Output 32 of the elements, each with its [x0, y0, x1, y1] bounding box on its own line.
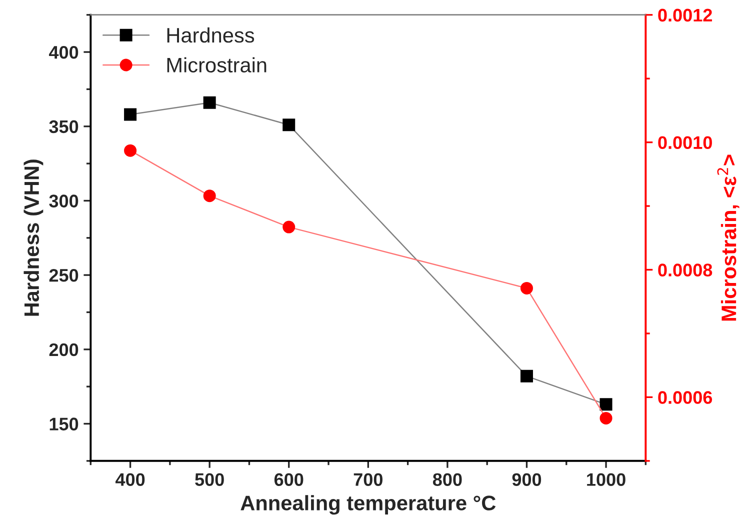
x-tick-label: 900 [512, 473, 542, 486]
x-tick-label: 400 [116, 473, 145, 486]
point [520, 282, 533, 294]
y-tick-label: 150 [50, 418, 78, 430]
point [203, 96, 216, 109]
point [282, 118, 296, 132]
y2-axis-title: Microstrain, <ε$^{2}$> [717, 154, 740, 321]
y-tick-label: 300 [49, 194, 78, 208]
x-tick-label: 800 [432, 473, 462, 486]
x-axis-title: Annealing temperature °C [240, 495, 496, 515]
x-tick-label: 700 [354, 473, 382, 486]
y-tick-label: 400 [48, 46, 78, 59]
point [600, 412, 612, 424]
point [520, 370, 533, 382]
y-tick-label: 350 [49, 120, 78, 134]
y2-tick-label: 0.0012 [658, 8, 712, 22]
y-axis-title: Hardness (VHN) [24, 160, 44, 316]
point [124, 108, 137, 121]
point [124, 144, 137, 157]
y-tick-label: 250 [49, 268, 78, 282]
y2-tick-label: 0.0006 [658, 391, 712, 404]
point [600, 398, 612, 411]
x-tick-label: 500 [195, 473, 224, 486]
y-tick-label: 200 [49, 343, 78, 356]
y2-tick-label: 0.0008 [658, 264, 712, 276]
legend-label: Hardness [167, 27, 254, 43]
y2-tick-label: 0.0010 [658, 136, 712, 150]
legend-label: Microstrain [167, 57, 266, 73]
point [282, 220, 296, 234]
point [203, 190, 216, 202]
x-tick-label: 600 [274, 473, 304, 486]
x-tick-label: 1000 [587, 473, 626, 486]
